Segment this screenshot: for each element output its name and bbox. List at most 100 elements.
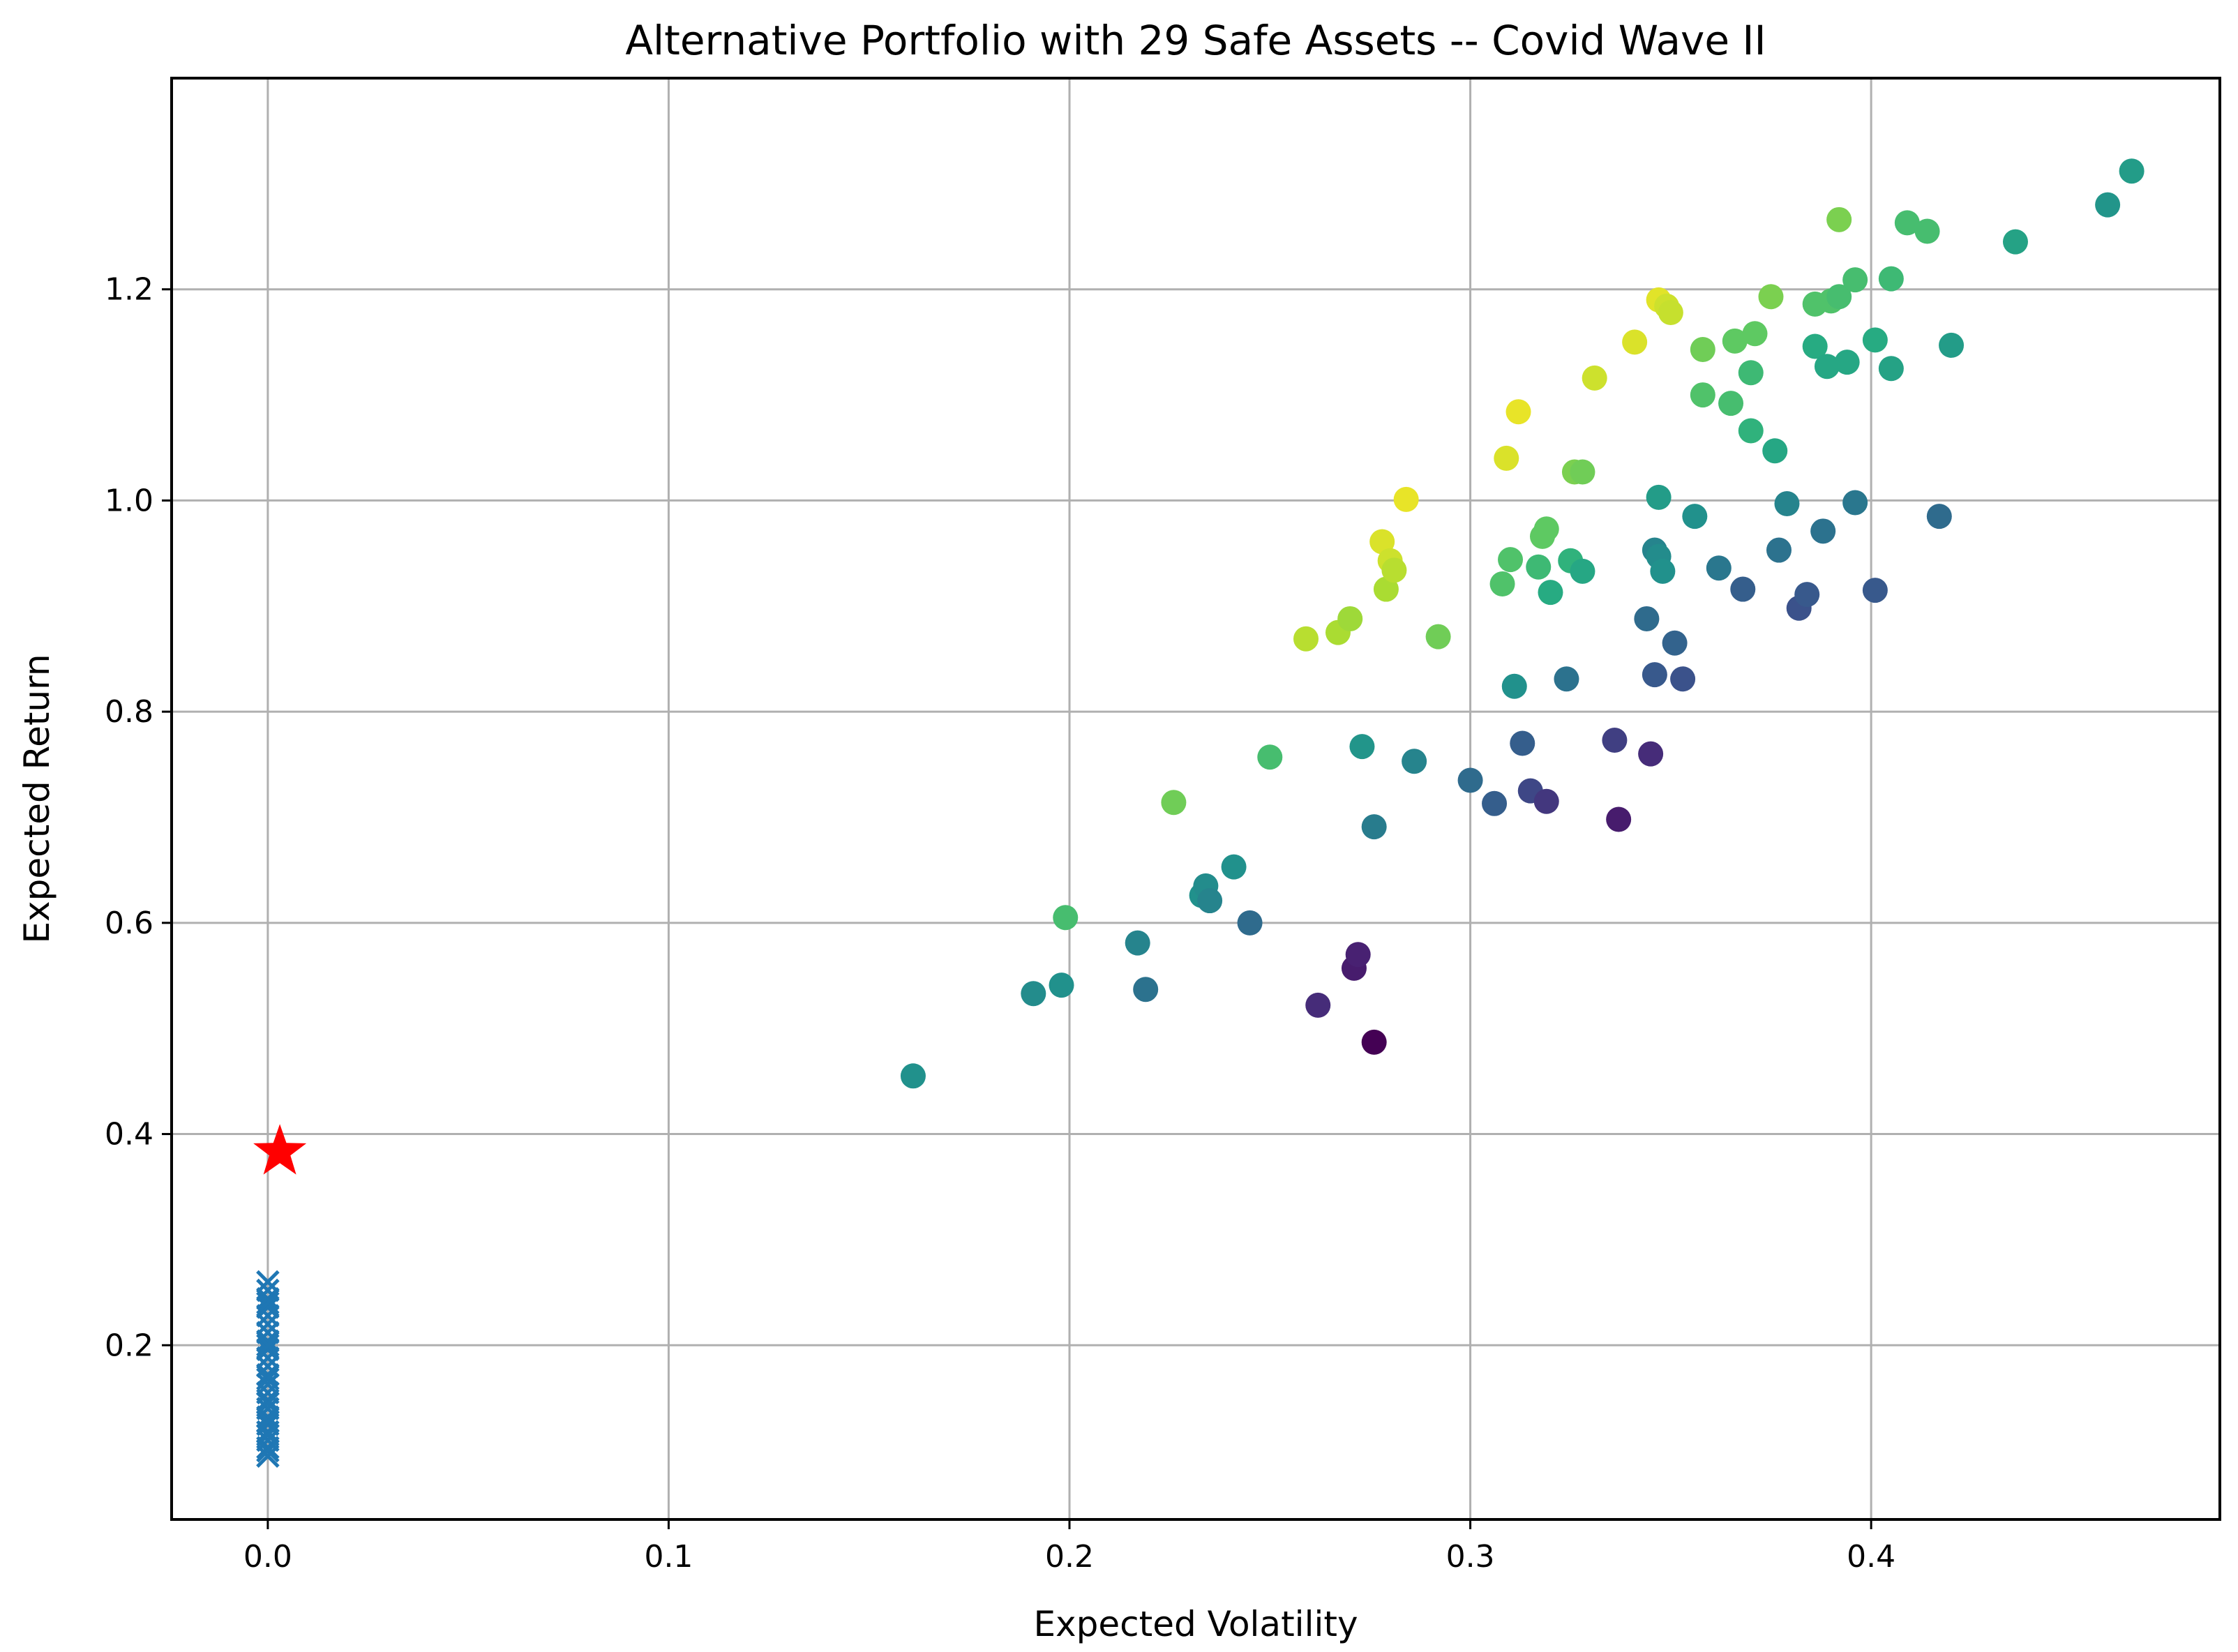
portfolio-point: [1533, 516, 1559, 542]
x-axis: 0.0 0.1 0.2 0.3 0.4: [243, 1519, 1895, 1575]
safe-asset-marker: [256, 1362, 280, 1387]
portfolio-point: [1826, 284, 1852, 310]
safe-asset-marker: [256, 1329, 280, 1353]
y-tick-label: 0.6: [105, 906, 153, 941]
portfolio-point: [1221, 854, 1247, 880]
portfolio-point: [1498, 547, 1524, 573]
safe-asset-marker: [256, 1312, 280, 1336]
portfolio-point: [1053, 905, 1079, 931]
portfolio-point: [1662, 630, 1688, 656]
portfolio-point: [1894, 210, 1920, 236]
safe-asset-marker: [256, 1296, 280, 1319]
portfolio-point: [1505, 399, 1531, 425]
portfolio-point: [1738, 360, 1764, 386]
portfolio-point: [1758, 284, 1784, 310]
portfolio-point: [1257, 744, 1283, 770]
portfolio-point: [1774, 490, 1800, 516]
x-tick-label: 0.1: [644, 1539, 693, 1575]
safe-asset-marker: [256, 1409, 280, 1434]
portfolio-point: [1393, 486, 1419, 512]
portfolio-point: [1794, 582, 1820, 608]
grid: [172, 78, 2220, 1519]
portfolio-point: [1642, 662, 1667, 688]
portfolio-point: [1878, 266, 1904, 292]
portfolio-point: [1526, 554, 1552, 580]
portfolio-point: [1606, 806, 1632, 832]
portfolio-point: [1670, 666, 1696, 692]
portfolio-point: [1722, 328, 1748, 354]
safe-asset-marker: [256, 1270, 280, 1294]
portfolio-point: [1914, 218, 1940, 244]
portfolio-point: [1237, 910, 1263, 936]
portfolio-point: [1878, 356, 1904, 382]
portfolio-point: [1538, 580, 1563, 606]
safe-asset-marker: [256, 1333, 280, 1358]
portfolio-point: [1554, 666, 1579, 692]
portfolio-point: [1682, 504, 1708, 530]
portfolio-point: [1738, 418, 1764, 444]
portfolio-point: [1766, 537, 1792, 563]
portfolio-point: [1862, 578, 1888, 603]
portfolio-point: [2002, 229, 2028, 255]
portfolio-point: [1482, 790, 1508, 816]
x-axis-label: Expected Volatility: [1033, 1604, 1358, 1644]
y-tick-label: 1.2: [105, 272, 153, 308]
portfolio-point: [1305, 992, 1331, 1018]
portfolio-point: [1802, 333, 1828, 359]
optimal-portfolio-star: [253, 1124, 307, 1175]
portfolio-point: [1533, 788, 1559, 814]
data-points: [253, 158, 2145, 1468]
portfolio-point: [1718, 391, 1744, 416]
safe-asset-marker: [256, 1291, 280, 1315]
portfolio-point: [2119, 158, 2145, 184]
x-tick-label: 0.2: [1045, 1539, 1094, 1575]
y-tick-label: 0.2: [105, 1328, 153, 1363]
y-axis: 0.2 0.4 0.6 0.8 1.0 1.2: [105, 272, 172, 1363]
portfolio-point: [1345, 942, 1371, 968]
portfolio-point: [900, 1063, 926, 1089]
portfolio-point: [1197, 888, 1223, 914]
plot-area-frame: [170, 77, 2221, 1521]
portfolio-point: [1690, 382, 1715, 408]
portfolio-point: [1926, 504, 1952, 530]
x-tick-label: 0.3: [1446, 1539, 1495, 1575]
safe-asset-marker: [256, 1391, 280, 1416]
safe-asset-marker: [256, 1372, 280, 1397]
safe-asset-marker: [256, 1337, 280, 1362]
portfolio-point: [1161, 790, 1187, 816]
portfolio-point: [1337, 606, 1363, 631]
portfolio-point: [1361, 1029, 1387, 1055]
portfolio-point: [1814, 354, 1840, 380]
y-tick-label: 0.4: [105, 1117, 153, 1152]
portfolio-point: [1293, 626, 1319, 652]
portfolio-point: [1457, 767, 1483, 793]
portfolio-point: [1762, 438, 1788, 464]
portfolio-point: [1369, 529, 1395, 555]
safe-asset-marker: [256, 1367, 280, 1391]
portfolio-point: [1730, 576, 1756, 602]
portfolio-point: [1381, 557, 1407, 583]
y-tick-label: 0.8: [105, 694, 153, 730]
x-tick-label: 0.4: [1847, 1539, 1895, 1575]
portfolio-point: [1133, 977, 1159, 1003]
portfolio-point: [1706, 555, 1732, 581]
portfolio-point: [1021, 981, 1046, 1007]
portfolio-point: [1125, 930, 1150, 956]
portfolio-point: [1425, 624, 1451, 649]
portfolio-point: [1862, 327, 1888, 353]
portfolio-point: [1742, 321, 1768, 347]
portfolio-point: [1582, 365, 1607, 391]
portfolio-point: [1842, 267, 1868, 293]
portfolio-point: [1494, 445, 1519, 471]
portfolio-point: [1402, 749, 1427, 774]
portfolio-point: [1361, 814, 1387, 840]
portfolio-point: [1489, 571, 1515, 596]
portfolio-point: [1638, 741, 1664, 767]
x-tick-label: 0.0: [243, 1539, 292, 1575]
portfolio-point: [1634, 606, 1660, 631]
portfolio-point: [1349, 734, 1375, 760]
portfolio-point: [1602, 727, 1628, 753]
portfolio-point: [1658, 300, 1683, 326]
